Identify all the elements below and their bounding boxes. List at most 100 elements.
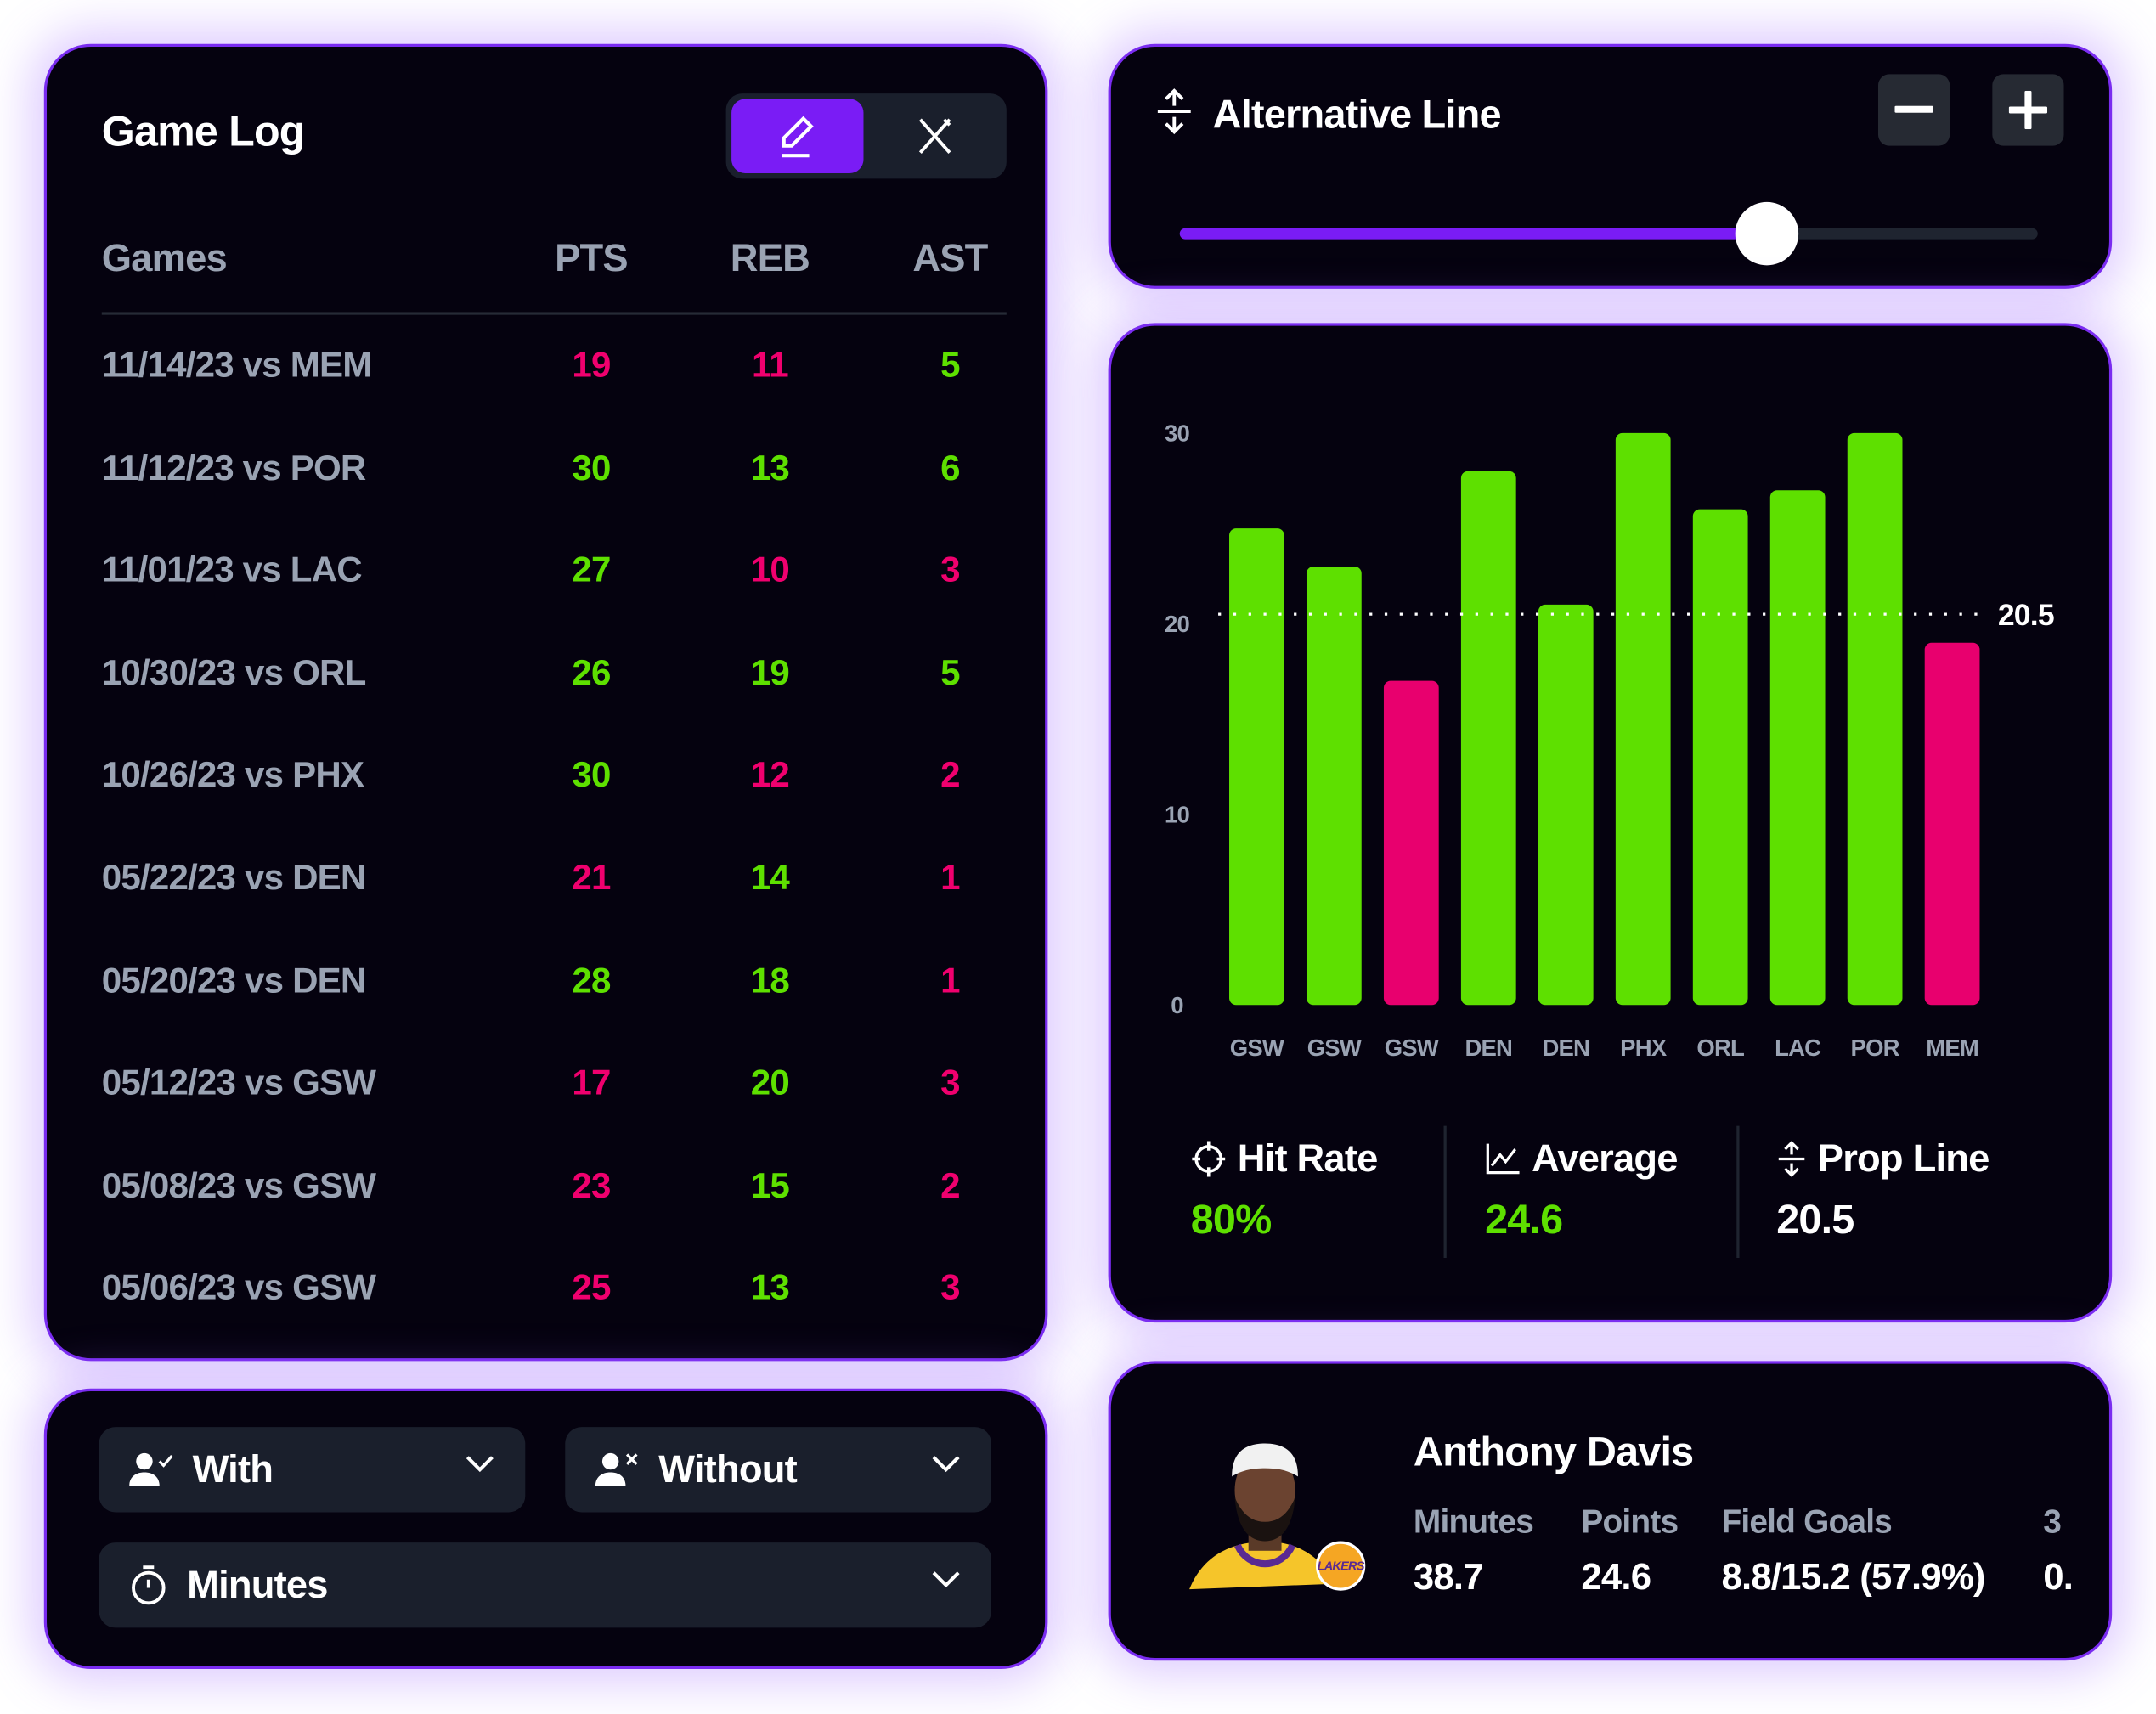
table-row[interactable]: 05/06/23 vs GSW 25 13 3 (47, 1266, 1051, 1322)
chart-card: 0 10 20 30 GSW GSW GSW DEN DEN PHX ORL LAC POR MEM 20.… (1108, 323, 2113, 1323)
ast-cell: 1 (940, 856, 960, 898)
y-tick-label: 20 (1165, 611, 1189, 637)
ast-cell: 3 (940, 1266, 960, 1308)
pts-cell: 17 (572, 1061, 611, 1103)
average-label: Average (1532, 1136, 1678, 1180)
table-row[interactable]: 11/12/23 vs POR 30 13 6 (47, 446, 1051, 501)
ast-cell: 1 (940, 959, 960, 1001)
pts-cell: 30 (572, 753, 611, 796)
user-x-icon (595, 1452, 638, 1486)
reb-cell: 13 (750, 1266, 790, 1308)
prop-line-stat: Prop Line 20.5 (1776, 1137, 1990, 1244)
prop-line-value: 20.5 (1776, 1197, 1854, 1243)
filters-card: With Without Minutes (43, 1388, 1048, 1669)
player-stat-label: 3 (2043, 1503, 2062, 1542)
pencil-icon (782, 116, 814, 158)
bar (1769, 490, 1826, 1006)
bar (1538, 604, 1594, 1006)
x-tick-label: MEM (1926, 1035, 1978, 1061)
reb-cell: 19 (750, 651, 790, 693)
pts-cell: 21 (572, 856, 611, 898)
header-divider (101, 312, 1007, 315)
pts-cell: 27 (572, 549, 611, 590)
x-tick-label: POR (1851, 1035, 1900, 1061)
minutes-dropdown[interactable]: Minutes (99, 1542, 992, 1628)
table-row[interactable]: 10/26/23 vs PHX 30 12 2 (47, 754, 1051, 809)
player-stat-label: Field Goals (1721, 1503, 1892, 1542)
pts-cell: 23 (572, 1164, 611, 1206)
alternative-line-card: Alternative Line (1108, 43, 2113, 289)
decrease-line-button[interactable] (1878, 74, 1950, 146)
game-cell: 05/08/23 vs GSW (101, 1164, 376, 1206)
player-headshot: LAKERS (1189, 1443, 1366, 1591)
chevron-down-icon (466, 1456, 494, 1473)
increase-line-button[interactable] (1992, 74, 2064, 146)
player-stat-value: 8.8/15.2 (57.9%) (1721, 1556, 1985, 1598)
bar (1847, 432, 1903, 1006)
player-name: Anthony Davis (1413, 1429, 1694, 1475)
player-stat-value: 0. (2043, 1556, 2074, 1598)
reb-cell: 12 (750, 753, 790, 796)
tools-toggle-button[interactable] (869, 99, 1001, 173)
ast-cell: 2 (940, 1164, 960, 1206)
ast-cell: 6 (940, 446, 960, 488)
without-dropdown[interactable]: Without (565, 1427, 992, 1513)
without-label: Without (658, 1447, 797, 1491)
header-pts: PTS (555, 236, 629, 279)
pts-cell: 25 (572, 1266, 611, 1308)
table-row[interactable]: 11/14/23 vs MEM 19 11 5 (47, 344, 1051, 399)
chevron-down-icon (932, 1571, 960, 1588)
bar (1924, 642, 1980, 1006)
points-bar-chart: 0 10 20 30 GSW GSW GSW DEN DEN PHX ORL LAC POR MEM 20.… (1165, 420, 2055, 1062)
table-row[interactable]: 05/08/23 vs GSW 23 15 2 (47, 1164, 1051, 1220)
x-tick-label: LAC (1775, 1035, 1821, 1061)
threshold-label: 20.5 (1998, 598, 2054, 632)
stat-divider (1443, 1125, 1447, 1259)
y-tick-label: 30 (1165, 420, 1189, 447)
up-down-arrows-icon (1778, 1141, 1805, 1177)
line-slider[interactable] (1179, 201, 2038, 266)
tools-icon (918, 118, 951, 154)
table-row[interactable]: 05/12/23 vs GSW 17 20 3 (47, 1062, 1051, 1117)
game-log-title: Game Log (101, 107, 306, 155)
with-dropdown[interactable]: With (99, 1427, 526, 1513)
x-tick-label: GSW (1385, 1035, 1439, 1061)
edit-toggle-button[interactable] (731, 99, 864, 173)
game-cell: 05/06/23 vs GSW (101, 1266, 376, 1308)
plus-icon (2008, 90, 2048, 130)
bar (1615, 432, 1671, 1006)
up-down-arrows-icon (1157, 88, 1191, 135)
game-cell: 05/20/23 vs DEN (101, 959, 367, 1001)
player-stat-label: Points (1581, 1503, 1679, 1542)
user-check-icon (129, 1452, 173, 1486)
reb-cell: 13 (750, 446, 790, 488)
table-row[interactable]: 11/01/23 vs LAC 27 10 3 (47, 549, 1051, 604)
game-cell: 05/22/23 vs DEN (101, 856, 367, 898)
bar (1460, 471, 1516, 1006)
line-chart-icon (1486, 1143, 1520, 1175)
game-cell: 11/01/23 vs LAC (101, 549, 363, 590)
bar (1383, 680, 1439, 1006)
crosshair-icon (1192, 1141, 1226, 1177)
ast-cell: 2 (940, 753, 960, 796)
player-stat-value: 38.7 (1413, 1556, 1484, 1598)
reb-cell: 11 (751, 343, 789, 386)
slider-thumb[interactable] (1736, 201, 1799, 266)
player-card: LAKERS Anthony Davis Minutes 38.7 Points … (1108, 1361, 2113, 1661)
chevron-down-icon (932, 1456, 960, 1473)
ast-cell: 5 (940, 651, 960, 693)
reb-cell: 10 (750, 549, 790, 590)
minus-icon (1894, 105, 1933, 113)
table-row[interactable]: 05/22/23 vs DEN 21 14 1 (47, 856, 1051, 911)
hit-rate-stat: Hit Rate 80% (1191, 1137, 1379, 1244)
game-cell: 11/12/23 vs POR (101, 446, 367, 488)
table-row[interactable]: 05/20/23 vs DEN 28 18 1 (47, 959, 1051, 1014)
y-tick-label: 10 (1165, 801, 1189, 827)
x-tick-label: GSW (1230, 1035, 1284, 1061)
header-games: Games (101, 236, 228, 279)
table-row[interactable]: 10/30/23 vs ORL 26 19 5 (47, 651, 1051, 707)
ast-cell: 3 (940, 1061, 960, 1103)
reb-cell: 14 (750, 856, 790, 898)
reb-cell: 15 (750, 1164, 790, 1206)
reb-cell: 20 (750, 1061, 790, 1103)
